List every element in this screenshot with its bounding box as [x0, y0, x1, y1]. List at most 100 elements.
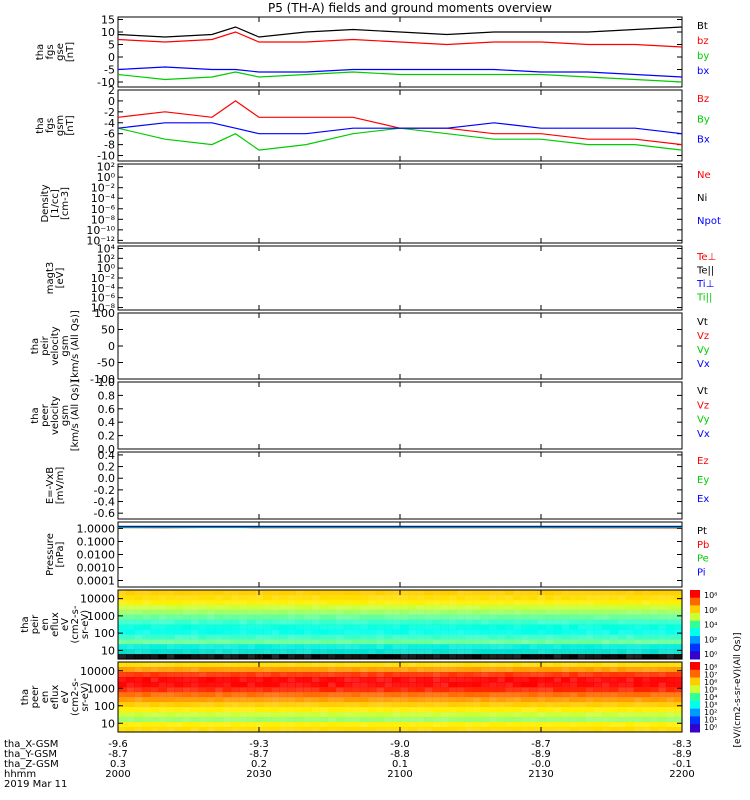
heatmap-cell	[400, 667, 409, 673]
heatmap-cell	[303, 604, 312, 611]
heatmap-cell	[625, 654, 635, 660]
heatmap-cell	[238, 619, 248, 626]
heatmap-cell	[472, 697, 482, 703]
heatmap-cell	[496, 682, 506, 688]
heatmap-cell	[561, 604, 570, 611]
y-tick-label: 0.2	[98, 461, 116, 474]
heatmap-cell	[408, 672, 417, 678]
heatmap-cell	[126, 599, 135, 606]
heatmap-cell	[303, 727, 312, 733]
heatmap-cell	[198, 722, 208, 728]
heatmap-cell	[416, 599, 425, 606]
heatmap-cell	[198, 649, 208, 655]
heatmap-cell	[456, 590, 466, 596]
heatmap-cell	[488, 712, 498, 718]
heatmap-cell	[569, 707, 578, 713]
heatmap-cell	[593, 654, 603, 660]
heatmap-cell	[263, 727, 272, 733]
heatmap-cell	[158, 619, 167, 626]
heatmap-cell	[504, 654, 514, 660]
y-tick-label: 10⁻⁴	[91, 192, 116, 205]
heatmap-cell	[545, 614, 554, 621]
heatmap-cell	[585, 672, 594, 678]
heatmap-cell	[174, 677, 184, 683]
heatmap-cell	[440, 692, 449, 698]
heatmap-cell	[142, 667, 151, 673]
heatmap-cell	[118, 697, 127, 703]
heatmap-cell	[553, 707, 562, 713]
heatmap-cell	[424, 619, 433, 626]
heatmap-cell	[464, 644, 474, 650]
heatmap-cell	[625, 604, 635, 611]
heatmap-cell	[480, 654, 490, 660]
y-axis-label: Pressure	[45, 533, 56, 576]
heatmap-cell	[142, 697, 151, 703]
heatmap-cell	[464, 594, 474, 601]
heatmap-cell	[472, 634, 482, 640]
heatmap-cell	[375, 717, 385, 723]
heatmap-cell	[150, 727, 159, 733]
heatmap-cell	[536, 667, 546, 673]
heatmap-cell	[126, 614, 135, 621]
y-axis-label: [mV/m]	[55, 467, 66, 505]
heatmap-cell	[553, 639, 562, 645]
heatmap-cell	[641, 702, 651, 708]
x-axis-tick-label: -0.0	[531, 759, 551, 770]
heatmap-cell	[182, 672, 192, 678]
y-axis-label: [nT]	[65, 42, 76, 62]
heatmap-cell	[569, 717, 578, 723]
heatmap-cell	[472, 722, 482, 728]
heatmap-cell	[150, 609, 159, 616]
heatmap-cell	[198, 702, 208, 708]
heatmap-cell	[400, 672, 409, 678]
heatmap-cell	[230, 639, 240, 645]
heatmap-cell	[287, 614, 296, 621]
heatmap-cell	[166, 644, 175, 650]
heatmap-cell	[254, 629, 264, 635]
heatmap-cell	[520, 604, 530, 611]
heatmap-cell	[472, 649, 482, 655]
heatmap-cell	[569, 712, 578, 718]
heatmap-cell	[375, 677, 385, 683]
heatmap-cell	[569, 697, 578, 703]
heatmap-cell	[222, 594, 232, 601]
heatmap-cell	[343, 677, 353, 683]
heatmap-cell	[222, 590, 232, 596]
heatmap-cell	[311, 654, 321, 660]
heatmap-cell	[488, 590, 498, 596]
heatmap-cell	[166, 629, 175, 635]
heatmap-cell	[585, 702, 594, 708]
heatmap-cell	[150, 624, 159, 631]
heatmap-cell	[214, 639, 224, 645]
heatmap-cell	[424, 594, 433, 601]
heatmap-cell	[456, 682, 466, 688]
heatmap-cell	[230, 687, 240, 693]
heatmap-cell	[424, 614, 433, 621]
heatmap-cell	[351, 692, 361, 698]
heatmap-cell	[569, 624, 578, 631]
heatmap-cell	[222, 707, 232, 713]
heatmap-cell	[424, 599, 433, 606]
heatmap-cell	[512, 692, 522, 698]
heatmap-cell	[327, 604, 337, 611]
legend-Vy: Vy	[697, 415, 710, 426]
heatmap-cell	[287, 707, 296, 713]
heatmap-cell	[601, 707, 611, 713]
heatmap-cell	[198, 682, 208, 688]
heatmap-cell	[182, 599, 192, 606]
heatmap-cell	[246, 604, 256, 611]
heatmap-cell	[545, 604, 554, 611]
y-axis-label: sr-eV)	[80, 682, 91, 711]
y-tick-label: -0.6	[94, 507, 115, 520]
heatmap-cell	[190, 662, 200, 668]
heatmap-cell	[561, 644, 570, 650]
y-tick-label: -50	[97, 357, 115, 370]
heatmap-cell	[287, 594, 296, 601]
heatmap-cell	[230, 727, 240, 733]
heatmap-cell	[480, 649, 490, 655]
heatmap-cell	[367, 692, 377, 698]
heatmap-cell	[246, 682, 256, 688]
heatmap-cell	[601, 639, 611, 645]
heatmap-cell	[569, 614, 578, 621]
heatmap-cell	[577, 594, 586, 601]
